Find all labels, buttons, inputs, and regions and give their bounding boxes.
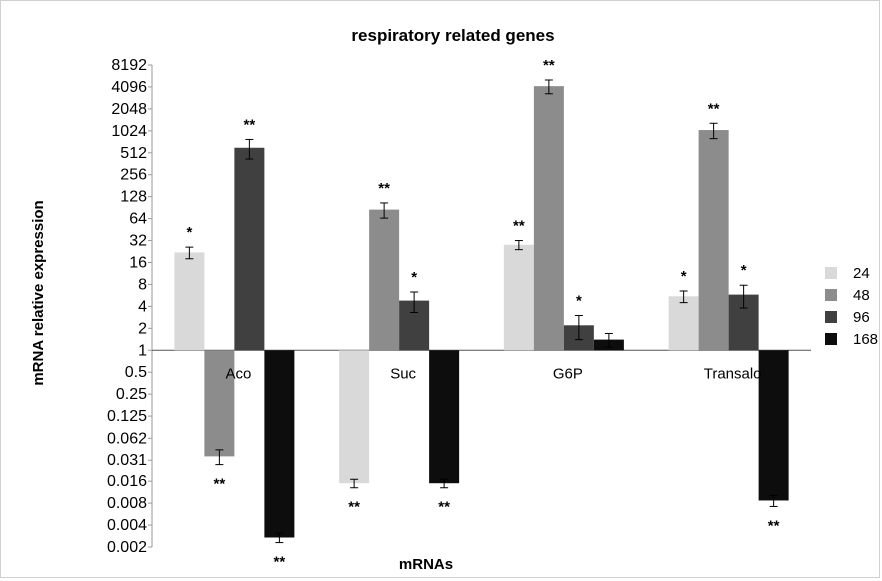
- y-tick-label: 64: [129, 211, 147, 228]
- legend: 24 48 96 168: [825, 265, 878, 348]
- bar-g6p-48: [533, 86, 564, 351]
- y-tick-label: 256: [120, 167, 147, 184]
- y-tick-label: 16: [129, 254, 147, 271]
- y-tick-label: 0.002: [107, 539, 147, 556]
- category-label: Transalo: [704, 365, 762, 382]
- y-tick-label: 512: [120, 145, 147, 162]
- category-label: G6P: [553, 365, 583, 382]
- y-tick-label: 0.25: [116, 386, 147, 403]
- bar-transalo-48: [698, 130, 729, 351]
- y-tick-label: 32: [129, 233, 147, 250]
- significance-marker: **: [274, 554, 286, 571]
- bar-g6p-24: [503, 244, 534, 351]
- significance-marker: **: [543, 57, 555, 74]
- significance-marker: *: [411, 269, 417, 286]
- significance-marker: **: [348, 499, 360, 516]
- y-tick-label: 8: [138, 276, 147, 293]
- significance-marker: **: [768, 517, 780, 534]
- bar-transalo-168: [758, 350, 789, 501]
- bar-suc-24: [339, 350, 370, 484]
- y-axis-label: mRNA relative expression: [30, 200, 47, 385]
- y-tick-label: 0.062: [107, 430, 147, 447]
- y-tick-label: 8192: [111, 57, 147, 74]
- y-tick-label: 0.5: [125, 364, 147, 381]
- bar-aco-96: [234, 147, 265, 351]
- legend-swatch: [825, 267, 837, 279]
- x-axis-label: mRNAs: [399, 556, 453, 573]
- legend-label: 48: [853, 287, 870, 304]
- y-tick-label: 2: [138, 320, 147, 337]
- bar-transalo-24: [668, 296, 699, 351]
- bar-suc-48: [369, 209, 400, 351]
- y-tick-label: 0.004: [107, 517, 147, 534]
- legend-label: 96: [853, 309, 870, 326]
- significance-marker: *: [681, 268, 687, 285]
- y-tick-label: 0.016: [107, 473, 147, 490]
- legend-swatch: [825, 289, 837, 301]
- significance-marker: **: [513, 218, 525, 235]
- y-tick-label: 0.125: [107, 408, 147, 425]
- bar-aco-24: [174, 252, 205, 351]
- bar-aco-168: [264, 350, 295, 538]
- y-axis-ticks: 8192 4096 2048 1024 512 256 128 64 32 16 8 4 2 1 0.5 0.…: [107, 57, 152, 556]
- legend-swatch: [825, 333, 837, 345]
- significance-marker: **: [244, 116, 256, 133]
- bar-aco-48: [204, 350, 235, 457]
- significance-marker: *: [741, 262, 747, 279]
- y-tick-label: 1: [138, 342, 147, 359]
- legend-swatch: [825, 311, 837, 323]
- significance-marker: **: [438, 499, 450, 516]
- y-tick-label: 0.031: [107, 452, 147, 469]
- legend-label: 24: [853, 265, 870, 282]
- significance-marker: *: [186, 224, 192, 241]
- significance-marker: **: [708, 100, 720, 117]
- y-tick-label: 2048: [111, 101, 147, 118]
- significance-marker: **: [378, 180, 390, 197]
- bars-group: *************************: [174, 57, 789, 571]
- y-tick-label: 1024: [111, 123, 147, 140]
- category-label: Suc: [390, 365, 416, 382]
- y-tick-label: 4096: [111, 79, 147, 96]
- category-label: Aco: [225, 365, 251, 382]
- y-tick-label: 128: [120, 189, 147, 206]
- category-labels: Aco Suc G6P Transalo: [225, 365, 761, 382]
- legend-label: 168: [853, 331, 878, 348]
- chart-title: respiratory related genes: [351, 26, 554, 45]
- y-tick-label: 4: [138, 298, 147, 315]
- bar-suc-168: [429, 350, 460, 484]
- significance-marker: **: [214, 476, 226, 493]
- significance-marker: *: [576, 292, 582, 309]
- y-tick-label: 0.008: [107, 495, 147, 512]
